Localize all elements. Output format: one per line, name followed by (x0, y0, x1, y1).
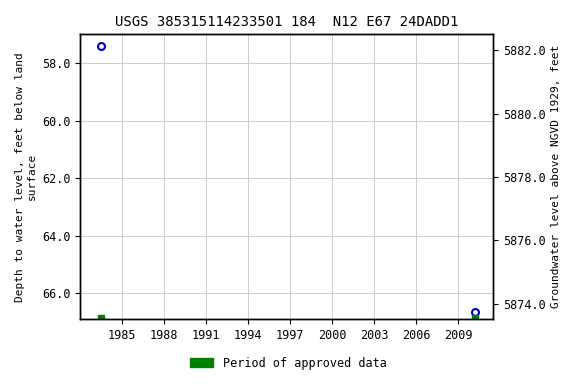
Y-axis label: Groundwater level above NGVD 1929, feet: Groundwater level above NGVD 1929, feet (551, 45, 561, 308)
Y-axis label: Depth to water level, feet below land
surface: Depth to water level, feet below land su… (15, 52, 37, 302)
Title: USGS 385315114233501 184  N12 E67 24DADD1: USGS 385315114233501 184 N12 E67 24DADD1 (115, 15, 458, 29)
Legend: Period of approved data: Period of approved data (185, 352, 391, 374)
